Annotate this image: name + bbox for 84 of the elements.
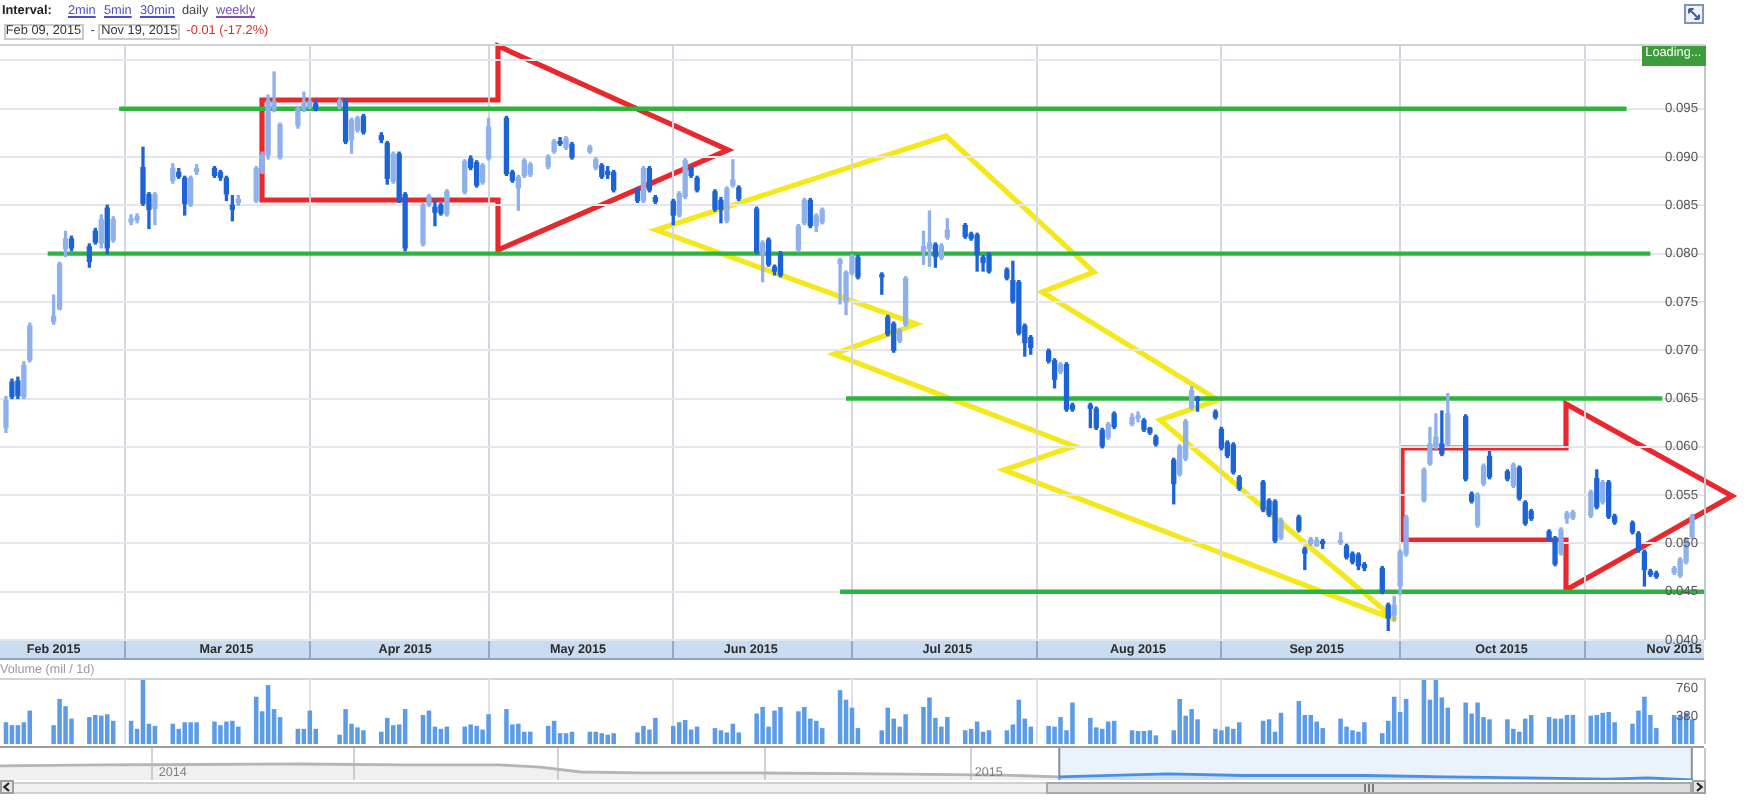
bar [611, 733, 616, 745]
bar [1600, 712, 1605, 745]
bar [1320, 728, 1325, 745]
bar [194, 722, 199, 745]
bar [522, 731, 527, 745]
bar [813, 720, 819, 745]
bar [945, 717, 950, 745]
bar [885, 707, 891, 745]
bar [563, 733, 569, 745]
bar [641, 725, 646, 745]
bar [212, 721, 217, 745]
bar [736, 732, 742, 745]
bar [236, 726, 241, 745]
candlestick [432, 199, 438, 227]
bar [486, 714, 491, 745]
bar [1463, 702, 1468, 745]
bar [1177, 698, 1182, 745]
bar [355, 727, 360, 745]
bar [1147, 730, 1153, 745]
bar [182, 722, 187, 745]
bar [754, 713, 759, 745]
bar [1231, 728, 1236, 745]
bar [104, 714, 110, 745]
bar [224, 721, 229, 745]
bar [1487, 719, 1492, 745]
bar [635, 732, 640, 745]
bar [1594, 714, 1600, 745]
bar [778, 706, 783, 745]
candlestick [1439, 410, 1445, 457]
bar [1213, 728, 1218, 745]
bar [516, 723, 521, 745]
bar [760, 706, 765, 745]
bar [504, 709, 509, 745]
bar [343, 709, 348, 745]
bar [1237, 722, 1242, 745]
bar [724, 732, 730, 745]
bar [671, 725, 676, 745]
bar [772, 710, 777, 745]
bar [802, 706, 807, 745]
bar [1338, 718, 1343, 745]
bar [1350, 730, 1355, 745]
bar [653, 717, 658, 745]
bar [468, 724, 473, 745]
bar [1225, 726, 1230, 745]
bar [796, 711, 801, 745]
bar [1314, 721, 1319, 745]
bar [1153, 735, 1159, 745]
bar [1004, 730, 1010, 745]
bar [1606, 712, 1611, 745]
bar [385, 717, 390, 745]
bar [718, 730, 724, 745]
bar [188, 722, 193, 745]
bar [903, 714, 908, 745]
bar [1475, 702, 1480, 745]
bar [605, 734, 610, 745]
bar [57, 698, 62, 745]
bar [986, 730, 992, 745]
bar [93, 714, 98, 745]
bar [599, 733, 605, 745]
bar [176, 728, 181, 745]
bar [462, 726, 467, 745]
bar [63, 706, 68, 745]
bar [1070, 702, 1075, 745]
bar [218, 725, 223, 745]
bar [1058, 717, 1063, 745]
bar [87, 717, 92, 745]
bar [99, 715, 104, 745]
bar [230, 720, 235, 745]
bar [1642, 696, 1647, 745]
bar [1523, 718, 1528, 745]
bar [474, 725, 479, 745]
bar [1046, 725, 1051, 745]
bar [1189, 709, 1194, 745]
bar [1129, 730, 1135, 745]
bar [361, 730, 366, 745]
bar [1362, 722, 1367, 745]
bar [1219, 730, 1224, 745]
bar [1088, 717, 1093, 745]
bar [528, 731, 533, 745]
bar [1505, 719, 1510, 745]
bar [1344, 726, 1349, 745]
bar [927, 697, 932, 745]
bar [962, 730, 968, 745]
bar [1028, 726, 1033, 745]
